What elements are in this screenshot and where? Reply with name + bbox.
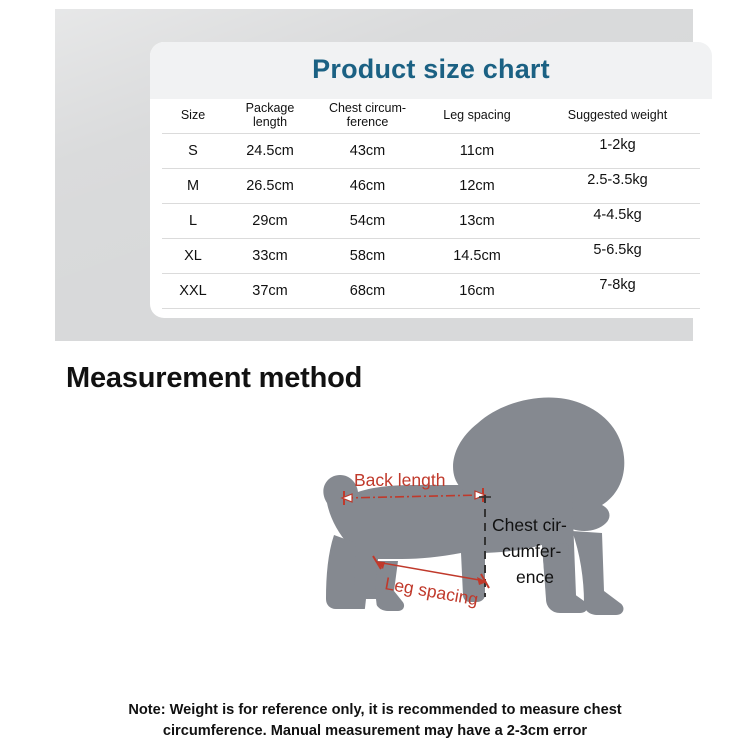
cell-chest-circumference: 58cm (316, 238, 419, 274)
column-header-suggested-weight: Suggested weight (535, 99, 700, 134)
chest-circumference-label-line1: Chest cir- (492, 515, 567, 535)
cell-suggested-weight: 1-2kg (535, 133, 700, 169)
cell-size: M (162, 168, 224, 204)
cell-package-length: 29cm (224, 203, 316, 239)
leg-spacing-dimension (372, 555, 490, 589)
cell-leg-spacing: 13cm (419, 203, 535, 239)
cell-leg-spacing: 14.5cm (419, 238, 535, 274)
size-chart-banner: Product size chart Size Package length C… (55, 9, 712, 341)
header-line: Package (245, 101, 295, 115)
header-line: Chest circum- (328, 101, 407, 115)
card-header-band (150, 42, 712, 99)
header-line: Leg spacing (443, 107, 511, 122)
table-row: S 24.5cm 43cm 11cm 1-2kg (162, 133, 700, 169)
table-row: L 29cm 54cm 13cm 4-4.5kg (162, 203, 700, 239)
cell-chest-circumference: 43cm (316, 133, 419, 169)
header-line: Size (180, 107, 206, 122)
measurement-method-heading: Measurement method (66, 362, 363, 394)
note-line-1: Note: Weight is for reference only, it i… (128, 702, 622, 718)
table-row: XL 33cm 58cm 14.5cm 5-6.5kg (162, 238, 700, 274)
cell-chest-circumference: 68cm (316, 273, 419, 309)
cell-package-length: 33cm (224, 238, 316, 274)
note-line-2: circumference. Manual measurement may ha… (162, 723, 588, 739)
measurement-diagram: Back length Chest cir- cumfer- ence Leg … (280, 385, 640, 685)
cell-size: L (162, 203, 224, 239)
dog-silhouette-icon (323, 397, 625, 617)
chest-circumference-label-line2: cumfer- (502, 541, 561, 561)
note-text: Note: Weight is for reference only, it i… (0, 700, 750, 742)
cell-suggested-weight: 7-8kg (535, 273, 700, 309)
column-header-package-length: Package length (224, 99, 316, 134)
cell-package-length: 24.5cm (224, 133, 316, 169)
cell-chest-circumference: 46cm (316, 168, 419, 204)
cell-leg-spacing: 12cm (419, 168, 535, 204)
page-title: Product size chart (312, 54, 550, 84)
chest-circumference-label-line3: ence (516, 567, 554, 587)
cell-suggested-weight: 5-6.5kg (535, 238, 700, 274)
table-header: Size Package length Chest circum- ferenc… (162, 99, 700, 134)
cell-package-length: 26.5cm (224, 168, 316, 204)
product-size-table: Size Package length Chest circum- ferenc… (162, 99, 700, 309)
cell-chest-circumference: 54cm (316, 203, 419, 239)
cell-size: S (162, 133, 224, 169)
back-length-label: Back length (354, 470, 445, 490)
header-line: Suggested weight (567, 107, 668, 122)
table-row: M 26.5cm 46cm 12cm 2.5-3.5kg (162, 168, 700, 204)
cell-size: XXL (162, 273, 224, 309)
header-line: length (252, 114, 288, 129)
cell-size: XL (162, 238, 224, 274)
size-chart-card: Product size chart Size Package length C… (150, 42, 712, 318)
cell-leg-spacing: 11cm (419, 133, 535, 169)
header-line: ference (346, 114, 389, 129)
cell-leg-spacing: 16cm (419, 273, 535, 309)
table-row: XXL 37cm 68cm 16cm 7-8kg (162, 273, 700, 309)
cell-suggested-weight: 4-4.5kg (535, 203, 700, 239)
cell-suggested-weight: 2.5-3.5kg (535, 168, 700, 204)
column-header-chest-circumference: Chest circum- ference (316, 99, 419, 134)
table-body: S 24.5cm 43cm 11cm 1-2kg M 26.5cm 46cm 1… (162, 133, 700, 309)
table-header-row: Size Package length Chest circum- ferenc… (162, 99, 700, 134)
column-header-size: Size (162, 99, 224, 134)
cell-package-length: 37cm (224, 273, 316, 309)
column-header-leg-spacing: Leg spacing (419, 99, 535, 134)
